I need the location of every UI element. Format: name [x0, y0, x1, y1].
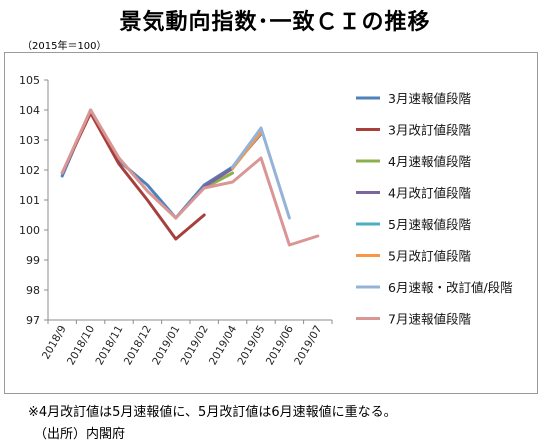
source-note: （出所）内閣府	[34, 427, 126, 442]
x-tick-label: 2019/04	[207, 323, 239, 367]
legend-label: 6月速報・改訂値/段階	[388, 280, 513, 295]
y-tick-label: 103	[19, 134, 40, 147]
series-lines	[60, 108, 320, 247]
x-tick-label: 2019/07	[292, 324, 324, 368]
legend-label: 7月速報値段階	[388, 312, 471, 327]
y-tick-label: 99	[26, 254, 40, 267]
y-tick-label: 101	[19, 194, 40, 207]
x-tick-label: 2019/01	[150, 324, 182, 368]
legend: 3月速報値段階 3月改訂値段階 4月速報値段階 4月改訂値段階 5月速報値段階 5月改訂値…	[356, 91, 513, 327]
footnote: ※4月改訂値は5月速報値に、5月改訂値は6月速報値に重なる。	[28, 405, 397, 420]
legend-label: 3月改訂値段階	[388, 123, 471, 138]
y-tick-label: 98	[26, 284, 40, 297]
legend-label: 5月速報値段階	[388, 217, 471, 232]
y-axis: 97 98 99 100 101 102 103 104 105	[19, 74, 49, 327]
unit-label: （2015年＝100）	[22, 41, 107, 52]
x-axis: 2018/92018/102018/112018/122019/012019/0…	[40, 319, 333, 368]
series-line-1	[60, 108, 263, 220]
y-tick-label: 105	[19, 74, 40, 87]
series-line-7	[231, 126, 291, 220]
series-line-8	[60, 108, 320, 247]
x-tick-label: 2018/9	[40, 324, 69, 362]
y-tick-label: 97	[26, 314, 40, 327]
x-tick-label: 2019/02	[179, 324, 211, 368]
series-line-4	[202, 167, 235, 188]
legend-label: 5月改訂値段階	[388, 249, 471, 264]
chart-title: 景気動向指数･一致ＣＩの推移	[119, 10, 431, 35]
x-tick-label: 2018/10	[65, 324, 97, 368]
x-tick-label: 2019/06	[264, 323, 296, 367]
y-tick-label: 100	[19, 224, 40, 237]
x-tick-label: 2018/11	[93, 324, 125, 368]
x-tick-label: 2018/12	[122, 324, 154, 368]
legend-label: 4月改訂値段階	[388, 186, 471, 201]
y-tick-label: 102	[19, 164, 40, 177]
legend-label: 4月速報値段階	[388, 154, 471, 169]
chart-frame	[4, 52, 538, 394]
y-tick-label: 104	[19, 104, 40, 117]
x-tick-label: 2019/05	[235, 324, 267, 368]
legend-label: 3月速報値段階	[388, 91, 471, 106]
